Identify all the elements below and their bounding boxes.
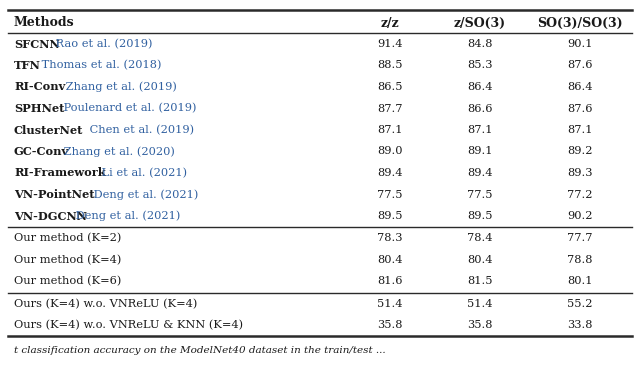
Text: Deng et al. (2021): Deng et al. (2021) <box>72 211 180 221</box>
Text: Poulenard et al. (2019): Poulenard et al. (2019) <box>60 103 196 114</box>
Text: 90.1: 90.1 <box>567 39 593 49</box>
Text: 84.8: 84.8 <box>467 39 493 49</box>
Text: 51.4: 51.4 <box>467 299 493 309</box>
Text: Zhang et al. (2020): Zhang et al. (2020) <box>60 146 175 157</box>
Text: SFCNN: SFCNN <box>14 38 60 49</box>
Text: t classification accuracy on the ModelNet40 dataset in the train/test ...: t classification accuracy on the ModelNe… <box>14 346 386 355</box>
Text: 86.4: 86.4 <box>567 82 593 92</box>
Text: Zhang et al. (2019): Zhang et al. (2019) <box>62 82 177 92</box>
Text: Methods: Methods <box>14 16 75 30</box>
Text: 87.6: 87.6 <box>567 103 593 114</box>
Text: GC-Conv: GC-Conv <box>14 146 69 157</box>
Text: 77.5: 77.5 <box>467 190 493 200</box>
Text: Our method (K=2): Our method (K=2) <box>14 233 122 244</box>
Text: 80.4: 80.4 <box>467 255 493 265</box>
Text: 89.5: 89.5 <box>467 211 493 221</box>
Text: Ours (K=4) w.o. VNReLU & KNN (K=4): Ours (K=4) w.o. VNReLU & KNN (K=4) <box>14 320 243 330</box>
Text: 87.6: 87.6 <box>567 60 593 71</box>
Text: 87.7: 87.7 <box>377 103 403 114</box>
Text: 86.5: 86.5 <box>377 82 403 92</box>
Text: 81.6: 81.6 <box>377 276 403 287</box>
Text: 87.1: 87.1 <box>467 125 493 135</box>
Text: 89.4: 89.4 <box>467 168 493 178</box>
Text: SPHNet: SPHNet <box>14 103 65 114</box>
Text: 86.6: 86.6 <box>467 103 493 114</box>
Text: RI-Conv: RI-Conv <box>14 81 65 92</box>
Text: Li et al. (2021): Li et al. (2021) <box>98 168 187 178</box>
Text: VN-DGCNN: VN-DGCNN <box>14 211 87 222</box>
Text: Thomas et al. (2018): Thomas et al. (2018) <box>38 60 161 71</box>
Text: Deng et al. (2021): Deng et al. (2021) <box>90 189 198 200</box>
Text: Our method (K=4): Our method (K=4) <box>14 255 122 265</box>
Text: 87.1: 87.1 <box>377 125 403 135</box>
Text: 89.2: 89.2 <box>567 147 593 157</box>
Text: 51.4: 51.4 <box>377 299 403 309</box>
Text: 35.8: 35.8 <box>467 320 493 330</box>
Text: 88.5: 88.5 <box>377 60 403 71</box>
Text: SO(3)/SO(3): SO(3)/SO(3) <box>537 16 623 30</box>
Text: Rao et al. (2019): Rao et al. (2019) <box>52 39 152 49</box>
Text: 78.8: 78.8 <box>567 255 593 265</box>
Text: z/SO(3): z/SO(3) <box>454 16 506 30</box>
Text: Our method (K=6): Our method (K=6) <box>14 276 122 287</box>
Text: z/z: z/z <box>381 16 399 30</box>
Text: 86.4: 86.4 <box>467 82 493 92</box>
Text: 90.2: 90.2 <box>567 211 593 221</box>
Text: 80.4: 80.4 <box>377 255 403 265</box>
Text: 77.5: 77.5 <box>377 190 403 200</box>
Text: 33.8: 33.8 <box>567 320 593 330</box>
Text: 81.5: 81.5 <box>467 276 493 287</box>
Text: 87.1: 87.1 <box>567 125 593 135</box>
Text: 85.3: 85.3 <box>467 60 493 71</box>
Text: 89.0: 89.0 <box>377 147 403 157</box>
Text: VN-PointNet: VN-PointNet <box>14 189 95 200</box>
Text: 80.1: 80.1 <box>567 276 593 287</box>
Text: 78.3: 78.3 <box>377 233 403 243</box>
Text: TFN: TFN <box>14 60 41 71</box>
Text: 77.2: 77.2 <box>567 190 593 200</box>
Text: 78.4: 78.4 <box>467 233 493 243</box>
Text: 35.8: 35.8 <box>377 320 403 330</box>
Text: 89.5: 89.5 <box>377 211 403 221</box>
Text: Ours (K=4) w.o. VNReLU (K=4): Ours (K=4) w.o. VNReLU (K=4) <box>14 299 197 309</box>
Text: Chen et al. (2019): Chen et al. (2019) <box>86 125 194 135</box>
Text: RI-Framework: RI-Framework <box>14 168 106 179</box>
Text: 89.4: 89.4 <box>377 168 403 178</box>
Text: ClusterNet: ClusterNet <box>14 125 83 136</box>
Text: 77.7: 77.7 <box>567 233 593 243</box>
Text: 55.2: 55.2 <box>567 299 593 309</box>
Text: 89.1: 89.1 <box>467 147 493 157</box>
Text: 91.4: 91.4 <box>377 39 403 49</box>
Text: 89.3: 89.3 <box>567 168 593 178</box>
